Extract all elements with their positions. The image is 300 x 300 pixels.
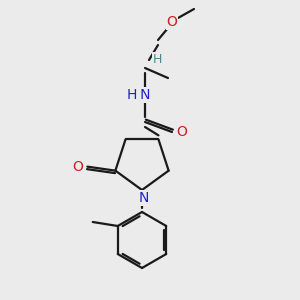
Text: N: N (139, 191, 149, 205)
Text: O: O (167, 15, 177, 29)
Text: H: H (152, 52, 162, 65)
Text: O: O (177, 125, 188, 139)
Text: H N: H N (127, 88, 151, 102)
Text: O: O (72, 160, 83, 174)
